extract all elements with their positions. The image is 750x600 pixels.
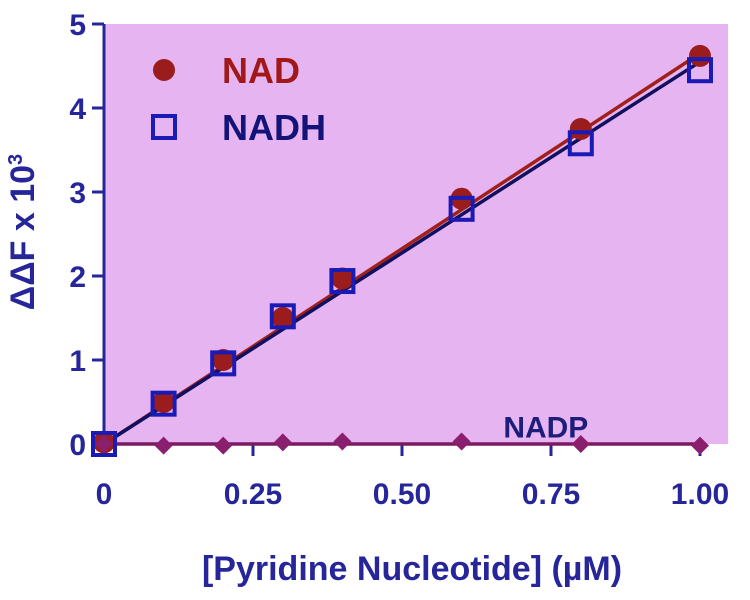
point-nadp <box>333 432 352 451</box>
point-nadp <box>452 432 471 451</box>
point-nad <box>689 44 711 67</box>
point-nad <box>152 391 175 413</box>
y-tick-label: 2 <box>69 261 86 294</box>
x-tick-label: 0.25 <box>224 478 282 511</box>
annotation-label: NADP <box>503 412 588 445</box>
legend-label-nad: NAD <box>222 50 300 91</box>
legend-marker-nad <box>153 59 175 81</box>
fit-line-nadh <box>103 60 701 446</box>
point-nad <box>331 267 354 290</box>
fit-lines <box>103 51 701 446</box>
point-nadh <box>448 195 475 222</box>
point-nadp <box>691 436 709 455</box>
point-nadh <box>150 390 177 417</box>
y-tick-label: 3 <box>69 177 86 210</box>
legend: NAD NADH <box>151 50 326 148</box>
y-tick-label: 0 <box>69 429 86 462</box>
point-nadh <box>91 431 117 457</box>
point-nadh <box>567 130 594 157</box>
point-nad <box>212 349 235 371</box>
annotations: NADP <box>503 412 588 445</box>
point-nadp <box>571 435 590 453</box>
point-nadp <box>154 436 173 455</box>
y-tick-label: 1 <box>69 345 86 378</box>
y-axis-title: ΔΔF x 103 <box>4 154 42 310</box>
x-tick-label: 1.00 <box>671 478 729 511</box>
point-nad <box>271 307 294 329</box>
x-tick-label: 0.50 <box>373 478 431 511</box>
point-nadh <box>210 350 237 377</box>
y-tick-label: 5 <box>69 9 86 42</box>
y-tick-label: 4 <box>69 93 86 126</box>
point-nadp <box>214 436 233 455</box>
point-nad <box>569 118 592 140</box>
x-axis-title: [Pyridine Nucleotide] (µM) <box>202 550 622 588</box>
point-nadh <box>687 57 713 84</box>
point-nadh <box>329 268 356 295</box>
point-nadh <box>269 303 296 330</box>
point-nadp <box>95 435 113 453</box>
y-axis-title-superscript: 3 <box>5 154 27 165</box>
x-tick-label: 0.75 <box>522 478 580 511</box>
data-markers <box>91 44 713 457</box>
legend-marker-nadh <box>151 114 177 140</box>
legend-label-nadh: NADH <box>222 107 326 148</box>
x-tick-label: 0 <box>96 478 113 511</box>
y-axis-title-main: ΔΔF x 10 <box>4 165 42 310</box>
point-nadp <box>273 433 292 452</box>
